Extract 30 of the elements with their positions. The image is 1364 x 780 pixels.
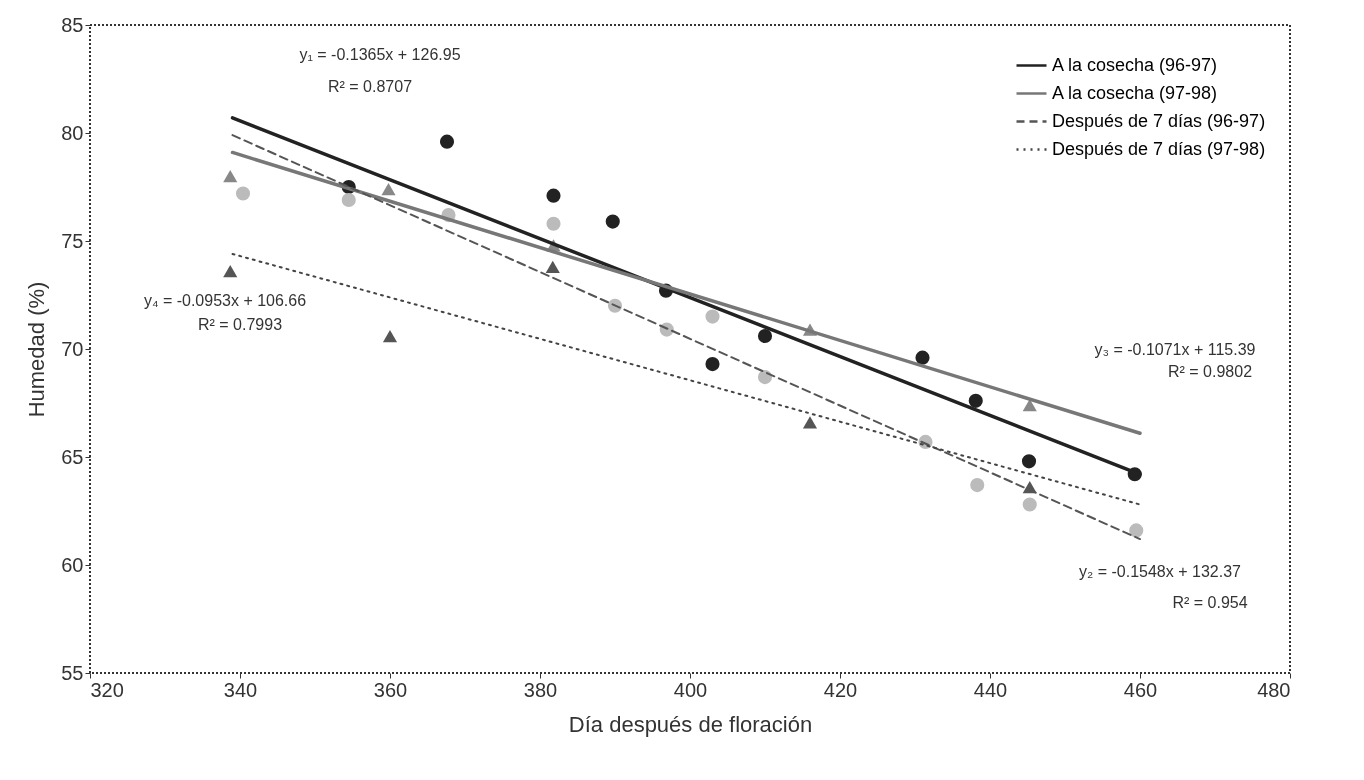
x-tick-label: 440 bbox=[973, 678, 1008, 701]
y-tick-label: 75 bbox=[61, 229, 84, 252]
annotation: y₃ = -0.1071x + 115.39 bbox=[1094, 341, 1256, 359]
annotation: y₂ = -0.1548x + 132.37 bbox=[1079, 563, 1241, 581]
annotation: R² = 0.7993 bbox=[197, 316, 283, 334]
legend-label: A la cosecha (97-98) bbox=[1052, 82, 1218, 103]
x-tick-label: 420 bbox=[823, 678, 858, 701]
x-tick-label: 320 bbox=[90, 678, 124, 701]
y-tick-label: 80 bbox=[61, 121, 84, 144]
x-tick-label: 480 bbox=[1257, 678, 1291, 701]
annotation: R² = 0.8707 bbox=[327, 78, 413, 96]
legend-label: Después de 7 días (97-98) bbox=[1052, 138, 1266, 159]
y-tick-label: 85 bbox=[61, 13, 84, 36]
x-tick-label: 360 bbox=[373, 678, 408, 701]
y-tick-label: 70 bbox=[61, 337, 84, 360]
y-axis-title: Humedad (%) bbox=[24, 281, 50, 418]
annotation: y₁ = -0.1365x + 126.95 bbox=[299, 46, 461, 64]
annotation: R² = 0.954 bbox=[1172, 594, 1248, 612]
x-axis-title: Día después de floración bbox=[568, 711, 813, 737]
x-tick-label: 340 bbox=[223, 678, 258, 701]
x-tick-label: 460 bbox=[1123, 678, 1158, 701]
x-tick-label: 380 bbox=[523, 678, 558, 701]
x-tick-label: 400 bbox=[673, 678, 708, 701]
y-tick-label: 55 bbox=[61, 661, 84, 684]
annotation: R² = 0.9802 bbox=[1167, 363, 1253, 381]
y-tick-label: 65 bbox=[61, 445, 84, 468]
y-tick-label: 60 bbox=[61, 553, 84, 576]
annotation: y₄ = -0.0953x + 106.66 bbox=[143, 292, 307, 310]
legend-label: A la cosecha (96-97) bbox=[1052, 54, 1218, 75]
legend-label: Después de 7 días (96-97) bbox=[1052, 110, 1266, 131]
